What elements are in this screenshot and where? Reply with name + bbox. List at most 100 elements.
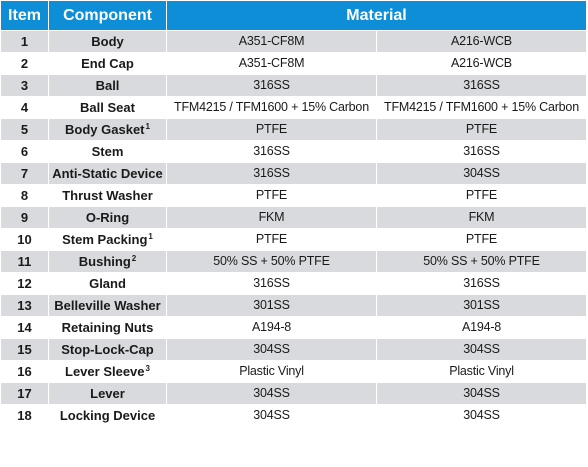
component-cell: Locking Device	[48, 404, 167, 427]
material-cell-2: 301SS	[376, 294, 587, 317]
component-cell: Bushing2	[48, 250, 167, 273]
table-row: 10 Stem Packing1 PTFE PTFE	[0, 228, 587, 251]
item-number: 18	[0, 404, 49, 427]
component-cell: O-Ring	[48, 206, 167, 229]
table-row: 12 Gland 316SS 316SS	[0, 272, 587, 295]
item-number: 11	[0, 250, 49, 273]
header-material: Material	[166, 0, 587, 31]
material-cell-2: 304SS	[376, 404, 587, 427]
table-row: 7 Anti-Static Device 316SS 304SS	[0, 162, 587, 185]
component-name: Ball Seat	[80, 100, 135, 115]
material-cell-2: A216-WCB	[376, 52, 587, 75]
component-cell: Stop-Lock-Cap	[48, 338, 167, 361]
materials-table: Item Component Material 1 Body A351-CF8M A2…	[0, 0, 587, 427]
material-cell-2: PTFE	[376, 118, 587, 141]
item-number: 1	[0, 30, 49, 53]
table-row: 6 Stem 316SS 316SS	[0, 140, 587, 163]
material-cell-1: 316SS	[166, 162, 377, 185]
table-header: Item Component Material	[0, 0, 587, 31]
component-cell: Body	[48, 30, 167, 53]
component-name: Body	[91, 34, 124, 49]
material-cell-1: A351-CF8M	[166, 52, 377, 75]
component-name: Locking Device	[59, 408, 156, 423]
material-cell-2: PTFE	[376, 184, 587, 207]
component-name: Lever Sleeve	[65, 364, 145, 379]
table-body: 1 Body A351-CF8M A216-WCB 2 End Cap A351-CF8M A…	[0, 30, 587, 427]
item-number: 15	[0, 338, 49, 361]
material-cell-2: 304SS	[376, 162, 587, 185]
table-row: 4 Ball Seat TFM4215 / TFM1600 + 15% Carbon…	[0, 96, 587, 119]
material-cell-1: 304SS	[166, 382, 377, 405]
material-cell-1: 316SS	[166, 140, 377, 163]
component-name: Stem	[91, 144, 124, 159]
material-cell-2: PTFE	[376, 228, 587, 251]
component-cell: Ball	[48, 74, 167, 97]
component-cell: Lever Sleeve3	[48, 360, 167, 383]
component-cell: Stem Packing1	[48, 228, 167, 251]
material-cell-1: 50% SS + 50% PTFE	[166, 250, 377, 273]
material-cell-1: 301SS	[166, 294, 377, 317]
material-cell-2: TFM4215 / TFM1600 + 15% Carbon	[376, 96, 587, 119]
component-cell: Retaining Nuts	[48, 316, 167, 339]
component-name: Gland	[89, 276, 126, 291]
component-name: Retaining Nuts	[61, 320, 154, 335]
table-row: 11 Bushing2 50% SS + 50% PTFE 50% SS + 50% …	[0, 250, 587, 273]
component-name: Bushing	[78, 254, 131, 269]
item-number: 13	[0, 294, 49, 317]
header-component: Component	[48, 0, 167, 31]
component-cell: Ball Seat	[48, 96, 167, 119]
material-cell-1: 304SS	[166, 404, 377, 427]
table-row: 9 O-Ring FKM FKM	[0, 206, 587, 229]
component-cell: End Cap	[48, 52, 167, 75]
component-cell: Anti-Static Device	[48, 162, 167, 185]
material-cell-1: A351-CF8M	[166, 30, 377, 53]
header-item: Item	[0, 0, 49, 31]
material-cell-1: 316SS	[166, 74, 377, 97]
material-cell-1: TFM4215 / TFM1600 + 15% Carbon	[166, 96, 377, 119]
material-cell-2: 304SS	[376, 338, 587, 361]
item-number: 3	[0, 74, 49, 97]
component-name: O-Ring	[85, 210, 130, 225]
material-cell-2: 316SS	[376, 74, 587, 97]
material-cell-2: 316SS	[376, 272, 587, 295]
material-cell-2: 316SS	[376, 140, 587, 163]
material-cell-2: Plastic Vinyl	[376, 360, 587, 383]
item-number: 17	[0, 382, 49, 405]
item-number: 8	[0, 184, 49, 207]
component-name: Stem Packing	[62, 232, 148, 247]
material-cell-1: 304SS	[166, 338, 377, 361]
item-number: 14	[0, 316, 49, 339]
table-row: 8 Thrust Washer PTFE PTFE	[0, 184, 587, 207]
header-row: Item Component Material	[0, 0, 587, 31]
item-number: 10	[0, 228, 49, 251]
component-name: Belleville Washer	[54, 298, 161, 313]
table-row: 2 End Cap A351-CF8M A216-WCB	[0, 52, 587, 75]
table-row: 16 Lever Sleeve3 Plastic Vinyl Plastic Viny…	[0, 360, 587, 383]
component-cell: Stem	[48, 140, 167, 163]
footnote-marker: 1	[148, 231, 153, 241]
table-row: 13 Belleville Washer 301SS 301SS	[0, 294, 587, 317]
component-name: End Cap	[81, 56, 134, 71]
item-number: 9	[0, 206, 49, 229]
material-cell-2: 304SS	[376, 382, 587, 405]
material-cell-2: FKM	[376, 206, 587, 229]
material-cell-1: Plastic Vinyl	[166, 360, 377, 383]
material-cell-2: 50% SS + 50% PTFE	[376, 250, 587, 273]
component-name: Lever	[90, 386, 125, 401]
table-row: 14 Retaining Nuts A194-8 A194-8	[0, 316, 587, 339]
table-row: 5 Body Gasket1 PTFE PTFE	[0, 118, 587, 141]
item-number: 16	[0, 360, 49, 383]
component-name: Stop-Lock-Cap	[61, 342, 154, 357]
component-cell: Belleville Washer	[48, 294, 167, 317]
component-cell: Body Gasket1	[48, 118, 167, 141]
item-number: 12	[0, 272, 49, 295]
table-row: 1 Body A351-CF8M A216-WCB	[0, 30, 587, 53]
component-name: Anti-Static Device	[52, 166, 163, 181]
item-number: 6	[0, 140, 49, 163]
component-name: Thrust Washer	[62, 188, 153, 203]
footnote-marker: 1	[145, 121, 150, 131]
material-cell-1: FKM	[166, 206, 377, 229]
component-name: Ball	[95, 78, 120, 93]
item-number: 2	[0, 52, 49, 75]
